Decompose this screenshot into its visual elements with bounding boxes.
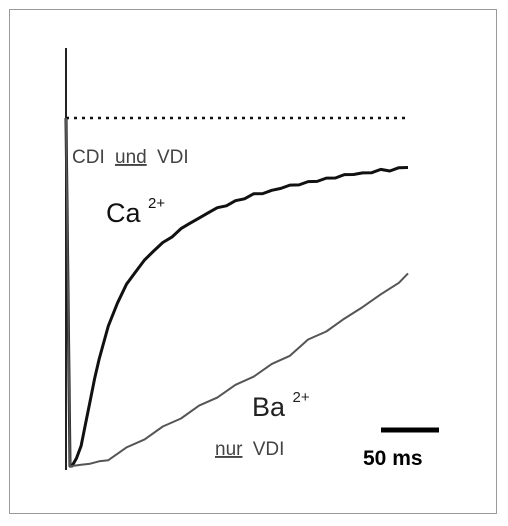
reference-label-suffix: VDI: [157, 147, 189, 168]
series-label-ba-name: Ba: [252, 392, 286, 422]
series-label-ba-sup: 2+: [293, 389, 310, 406]
reference-label-prefix: CDI: [72, 147, 105, 168]
scale-bar-label: 50 ms: [363, 447, 423, 470]
series-sublabel-ba-underlined: nur: [215, 439, 243, 460]
reference-label: CDI und VDI: [72, 147, 189, 168]
series-sublabel-ba-rest: VDI: [253, 439, 285, 460]
series-label-ca-sup: 2+: [148, 195, 165, 212]
series-sublabel-ba: nur VDI: [215, 439, 284, 460]
series-line-ba: [65, 117, 409, 467]
series-label-ca-name: Ca: [106, 198, 141, 228]
reference-label-mid: und: [115, 147, 147, 168]
series-label-ca: Ca 2+: [106, 195, 165, 228]
series-label-ba: Ba 2+: [252, 389, 310, 422]
series-line-ca: [64, 117, 409, 468]
